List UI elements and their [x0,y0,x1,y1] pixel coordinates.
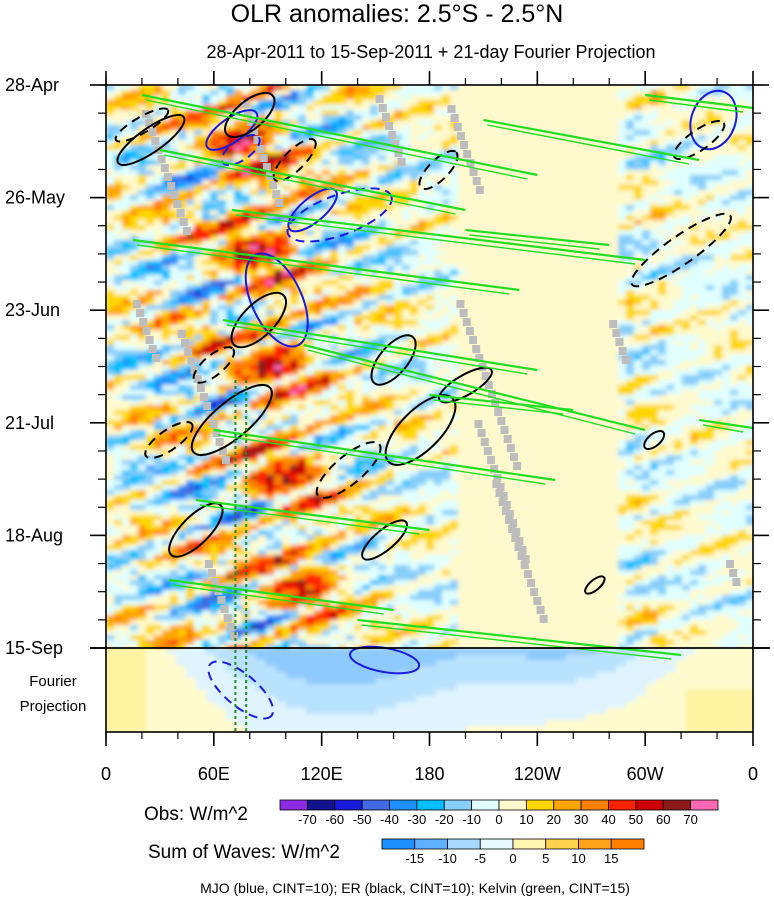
colorbar-swatch [662,799,692,811]
colorbar-swatch [512,838,547,850]
colorbar-swatch [361,799,390,811]
colorbar-swatch [608,799,637,811]
colorbar-swatch [553,799,582,811]
colorbar-tick-label: -10 [462,812,481,827]
colorbar-tick-label: 5 [542,851,549,866]
x-tick-label: 120E [301,764,343,784]
colorbar-tick-label: -40 [380,812,399,827]
colorbar-swatch [690,799,719,811]
y-tick-label: 18-Aug [5,525,63,545]
x-tick-label: 60E [198,764,230,784]
waves-colorbar-label: Sum of Waves: W/m^2 [148,842,340,863]
colorbar-tick-label: -30 [407,812,426,827]
colorbar-swatch [306,799,336,811]
y-tick-label: 21-Jul [5,413,54,433]
fourier-projection-field [106,648,753,732]
colorbar-swatch [447,838,481,850]
y-tick-label: 23-Jun [5,300,60,320]
colorbar-swatch [525,799,555,811]
colorbar-tick-label: 40 [601,812,615,827]
colorbar-tick-label: 10 [571,851,585,866]
chart-subtitle: 28-Apr-2011 to 15-Sep-2011 + 21-day Four… [206,42,655,62]
chart-title: OLR anomalies: 2.5°S - 2.5°N [231,0,564,28]
dotted-longitude-lines [234,380,248,732]
colorbar-tick-label: -15 [405,851,424,866]
olr-anomaly-field [106,85,753,651]
x-tick-label: 60W [627,764,664,784]
colorbar-tick-label: 70 [683,812,697,827]
colorbar-tick-label: -70 [298,812,317,827]
projection-label-line2: Projection [20,698,87,715]
contour-legend: MJO (blue, CINT=10); ER (black, CINT=10)… [200,880,630,896]
colorbar-swatch [580,799,609,811]
colorbar-swatch [443,799,473,811]
colorbar-swatch [498,799,527,811]
colorbar-tick-label: -20 [435,812,454,827]
colorbar-tick-label: 50 [629,812,643,827]
colorbar-swatch [635,799,664,811]
colorbar-swatch [545,838,579,850]
colorbar-tick-label: 0 [509,851,516,866]
colorbar-swatch [414,838,448,850]
colorbar-swatch [279,799,308,811]
colorbar-swatch [610,838,645,850]
colorbar-tick-label: -60 [325,812,344,827]
y-tick-label: 26-May [5,188,65,208]
colorbar-tick-label: -5 [474,851,486,866]
wave-contours [114,89,753,720]
obs-colorbar: -70 -60 -50 -40 -30 -20 -10 0 10 20 30 40 50 60 70 [279,799,719,827]
waves-colorbar: -15 -10 -5 0 5 10 15 [381,838,645,866]
colorbar-tick-label: 0 [495,812,502,827]
colorbar-tick-label: 20 [547,812,561,827]
missing-data-marks [132,95,741,640]
colorbar-swatch [389,799,418,811]
x-tick-label: 180 [414,764,444,784]
colorbar-tick-label: -50 [353,812,372,827]
colorbar-tick-label: 10 [519,812,533,827]
colorbar-tick-label: 60 [656,812,670,827]
x-tick-label: 0 [748,764,758,784]
obs-colorbar-label: Obs: W/m^2 [144,804,248,825]
y-axis: 28-Apr 26-May 23-Jun 21-Jul 18-Aug 15-Sep [5,75,769,658]
projection-label-line1: Fourier [29,673,77,690]
colorbar-tick-label: 15 [604,851,618,866]
colorbar-swatch [471,799,500,811]
colorbar-tick-label: -10 [438,851,457,866]
y-tick-label: 15-Sep [5,638,63,658]
x-axis: 0 60E 120E 180 120W 60W 0 [101,71,758,784]
y-tick-label: 28-Apr [5,75,59,95]
x-tick-label: 120W [514,764,561,784]
colorbar-swatch [479,838,514,850]
colorbar-swatch [416,799,445,811]
colorbar-swatch [578,838,612,850]
plot-area [106,85,753,732]
colorbar-swatch [381,838,416,850]
x-tick-label: 0 [101,764,111,784]
colorbar-tick-label: 30 [574,812,588,827]
colorbar-swatch [334,799,363,811]
